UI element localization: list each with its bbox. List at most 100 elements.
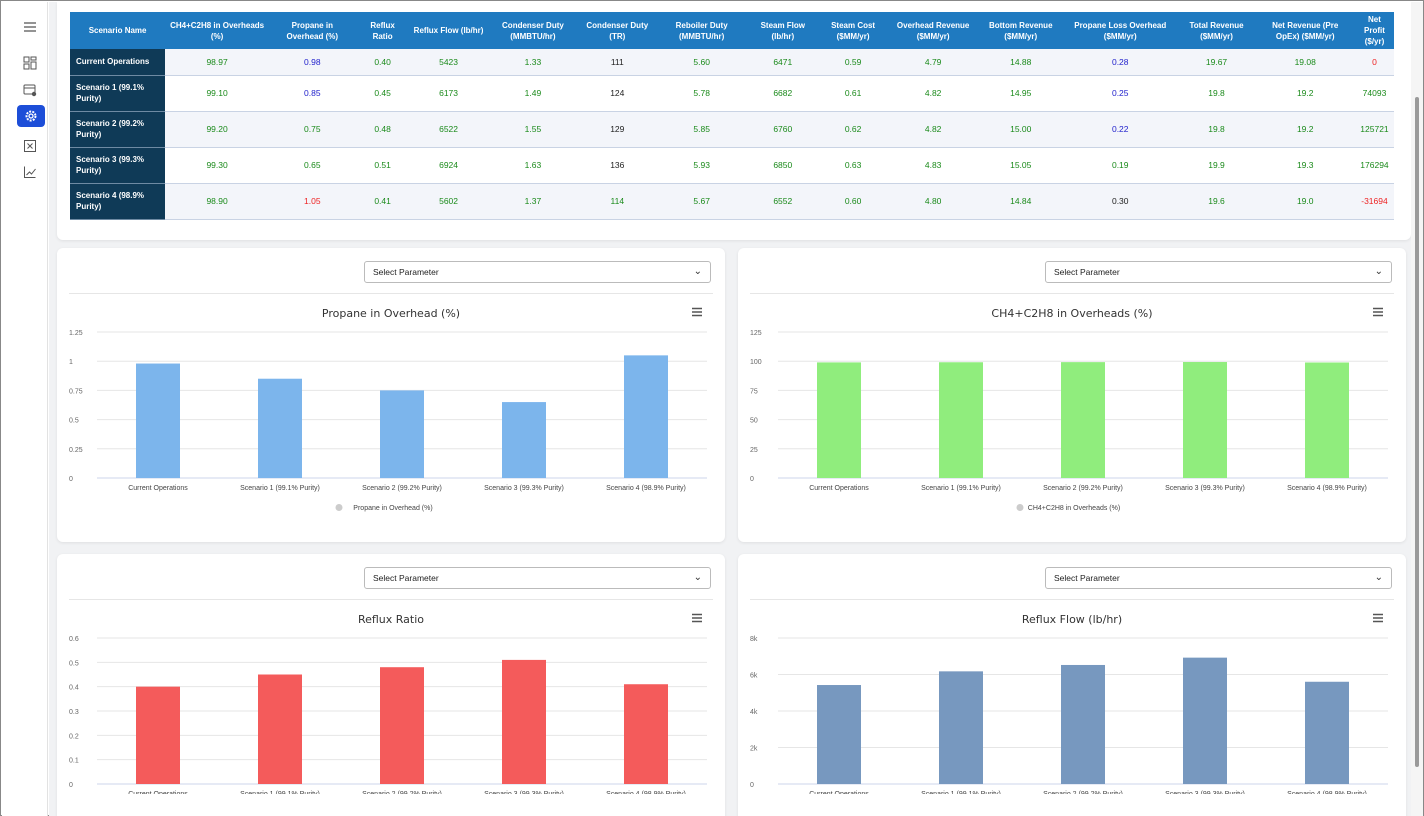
table-cell: 136	[578, 147, 657, 184]
x-tick-label: Scenario 3 (99.3% Purity)	[1165, 791, 1245, 794]
x-tick-label: Scenario 3 (99.3% Purity)	[484, 791, 564, 794]
column-header: Steam Cost ($MM/yr)	[818, 12, 888, 49]
y-tick-label: 0	[750, 476, 754, 483]
x-tick-label: Scenario 4 (98.9% Purity)	[606, 791, 686, 794]
x-tick-label: Scenario 1 (99.1% Purity)	[921, 791, 1001, 794]
bar[interactable]	[502, 402, 546, 478]
bar[interactable]	[624, 355, 668, 478]
table-cell: 111	[578, 49, 657, 76]
y-tick-label: 1	[69, 359, 73, 366]
table-cell: 0.51	[355, 147, 410, 184]
x-tick-label: Scenario 1 (99.1% Purity)	[240, 791, 320, 794]
bar[interactable]	[1183, 657, 1227, 784]
table-cell: 19.8	[1177, 75, 1256, 112]
table-cell: 0.45	[355, 75, 410, 112]
close-box-icon[interactable]	[17, 134, 43, 158]
column-header: Total Revenue ($MM/yr)	[1177, 12, 1256, 49]
legend-marker	[1016, 504, 1024, 511]
y-tick-label: 0.1	[69, 758, 79, 765]
chart-title: Reflux Ratio	[357, 613, 425, 626]
select-placeholder: Select Parameter	[373, 573, 439, 583]
chart-menu-icon[interactable]	[1372, 612, 1384, 624]
bar[interactable]	[1061, 664, 1105, 784]
bar[interactable]	[502, 659, 546, 784]
bar[interactable]	[1061, 362, 1105, 478]
bar[interactable]	[1305, 362, 1349, 478]
select-placeholder: Select Parameter	[1054, 267, 1120, 277]
bar[interactable]	[258, 378, 302, 478]
bar[interactable]	[817, 685, 861, 784]
select-placeholder: Select Parameter	[373, 267, 439, 277]
storage-settings-icon[interactable]	[17, 78, 43, 102]
chart-legend[interactable]: CH4+C2H8 in Overheads (%)	[1016, 504, 1121, 512]
legend-label: CH4+C2H8 in Overheads (%)	[1028, 505, 1120, 512]
table-row: Scenario 1 (99.1% Purity) 99.10 0.85 0.45 61…	[70, 75, 1394, 112]
column-header: Condenser Duty (MMBTU/hr)	[487, 12, 579, 49]
scenario-name-cell: Scenario 4 (98.9% Purity)	[70, 183, 166, 220]
y-tick-label: 8k	[750, 636, 758, 643]
table-cell: 19.2	[1255, 111, 1355, 148]
scrollbar-thumb[interactable]	[1415, 97, 1419, 767]
bar[interactable]	[380, 390, 424, 478]
bar[interactable]	[624, 684, 668, 784]
table-cell: 6471	[747, 49, 819, 76]
y-tick-label: 0.75	[69, 388, 83, 395]
trend-chart-icon[interactable]	[17, 160, 43, 184]
bar[interactable]	[136, 686, 180, 784]
scenario-table-card: Scenario Name CH4+C2H8 in Overheads (%) Pr…	[57, 2, 1411, 240]
column-header: Steam Flow (lb/hr)	[747, 12, 819, 49]
table-cell: 6682	[747, 75, 819, 112]
chart-card-ch4: Select Parameter ⌄ CH4+C2H8 in Overheads (…	[738, 248, 1406, 542]
y-tick-label: 50	[750, 418, 758, 425]
bar[interactable]	[939, 671, 983, 784]
column-header: Condenser Duty (TR)	[578, 12, 657, 49]
bar[interactable]	[136, 363, 180, 478]
y-tick-label: 125	[750, 330, 762, 337]
table-cell: 5.85	[656, 111, 748, 148]
table-cell: 0.59	[818, 49, 888, 76]
table-cell: 19.9	[1177, 147, 1256, 184]
column-header: Bottom Revenue ($MM/yr)	[978, 12, 1063, 49]
legend-marker	[335, 504, 343, 511]
table-cell: 0.25	[1062, 75, 1178, 112]
chart-menu-icon[interactable]	[1372, 306, 1384, 318]
table-cell: 125721	[1354, 111, 1394, 148]
bar[interactable]	[258, 674, 302, 785]
x-tick-label: Scenario 1 (99.1% Purity)	[921, 485, 1001, 492]
table-cell: 0.63	[818, 147, 888, 184]
vertical-scrollbar[interactable]	[1411, 2, 1423, 816]
scenario-table: Scenario Name CH4+C2H8 in Overheads (%) Pr…	[70, 12, 1394, 220]
bar[interactable]	[1305, 681, 1349, 784]
parameter-select[interactable]: Select Parameter ⌄	[1045, 567, 1392, 589]
parameter-select[interactable]: Select Parameter ⌄	[1045, 261, 1392, 283]
parameter-select[interactable]: Select Parameter ⌄	[364, 567, 711, 589]
table-cell: 4.82	[887, 111, 979, 148]
table-cell: 5.60	[656, 49, 748, 76]
table-row: Scenario 3 (99.3% Purity) 99.30 0.65 0.51 69…	[70, 147, 1394, 184]
table-cell: 6924	[409, 147, 488, 184]
menu-icon[interactable]	[17, 15, 43, 39]
divider	[750, 599, 1394, 600]
bar[interactable]	[380, 667, 424, 784]
table-cell: 6760	[747, 111, 819, 148]
table-cell: 19.67	[1177, 49, 1256, 76]
bar[interactable]	[1183, 362, 1227, 478]
bar[interactable]	[939, 362, 983, 478]
table-cell: 0.65	[269, 147, 356, 184]
x-tick-label: Current Operations	[128, 791, 188, 794]
table-cell: 0.98	[269, 49, 356, 76]
y-tick-label: 0.3	[69, 709, 79, 716]
gear-icon[interactable]	[17, 105, 45, 127]
dashboard-icon[interactable]	[17, 51, 43, 75]
parameter-select[interactable]: Select Parameter ⌄	[364, 261, 711, 283]
bar[interactable]	[817, 362, 861, 478]
chart-title: CH4+C2H8 in Overheads (%)	[991, 307, 1153, 320]
chart-menu-icon[interactable]	[691, 306, 703, 318]
scenario-name-cell: Scenario 1 (99.1% Purity)	[70, 75, 166, 112]
scenario-name-cell: Scenario 3 (99.3% Purity)	[70, 147, 166, 184]
x-tick-label: Scenario 2 (99.2% Purity)	[1043, 791, 1123, 794]
x-tick-label: Scenario 4 (98.9% Purity)	[1287, 791, 1367, 794]
chart-menu-icon[interactable]	[691, 612, 703, 624]
chart-legend[interactable]: Propane in Overhead (%)	[335, 504, 433, 512]
